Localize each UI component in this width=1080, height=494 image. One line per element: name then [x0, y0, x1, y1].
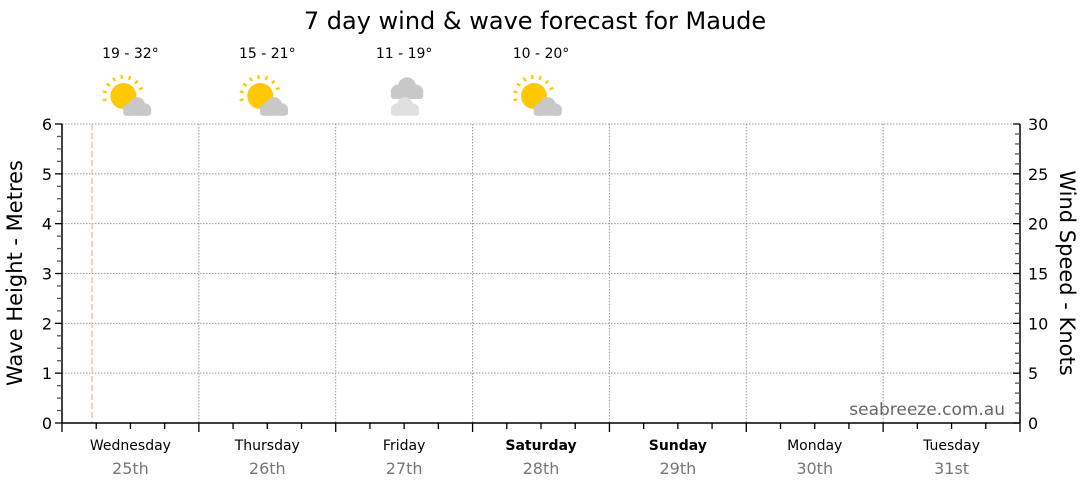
y-right-tick-label: 15 — [1028, 265, 1048, 284]
cloudy-icon — [391, 77, 423, 115]
sun-ray — [514, 91, 518, 92]
date-label: 30th — [796, 459, 833, 478]
temperature-range: 10 - 20° — [513, 46, 570, 62]
sun-ray — [240, 99, 244, 100]
sun-ray — [272, 81, 275, 84]
sun-ray — [103, 91, 107, 92]
y-right-tick-label: 0 — [1028, 414, 1038, 433]
y-left-tick-label: 5 — [42, 165, 52, 184]
cloud-part — [534, 109, 562, 116]
date-label: 25th — [112, 459, 149, 478]
watermark: seabreeze.com.au — [849, 400, 1005, 420]
sun-ray — [550, 88, 554, 90]
date-label: 28th — [523, 459, 560, 478]
day-label: Wednesday — [90, 438, 171, 454]
chart-title: 7 day wind & wave forecast for Maude — [304, 7, 766, 35]
day-label: Saturday — [505, 438, 576, 454]
partly-cloudy-icon — [513, 75, 561, 116]
y-left-tick-label: 1 — [42, 364, 52, 383]
partly-cloudy-icon — [103, 75, 151, 116]
date-label: 26th — [249, 459, 286, 478]
axes: 0 1 2 3 4 5 6 0 5 10 15 20 25 30 Wednesday 25th Thursday… — [42, 115, 1049, 478]
date-label: 27th — [386, 459, 423, 478]
sun-ray — [139, 88, 143, 90]
y-right-tick-label: 30 — [1028, 115, 1048, 134]
date-label: 29th — [659, 459, 696, 478]
temperature-range: 19 - 32° — [102, 46, 159, 62]
sun-ray — [103, 99, 107, 100]
y-axis-right-label: Wind Speed - Knots — [1055, 170, 1079, 375]
date-label: 31st — [934, 459, 969, 478]
y-left-tick-label: 4 — [42, 215, 52, 234]
temperature-range: 15 - 21° — [239, 46, 296, 62]
cloud-light — [391, 97, 419, 116]
y-right-tick-label: 5 — [1028, 364, 1038, 383]
y-right-tick-label: 25 — [1028, 165, 1048, 184]
sun-ray — [113, 78, 115, 81]
sun-ray — [107, 83, 110, 85]
day-label: Thursday — [234, 438, 300, 454]
grid — [62, 124, 1020, 423]
sun-ray — [129, 76, 130, 80]
y-axis-left-label: Wave Height - Metres — [3, 160, 27, 386]
sun-ray — [243, 83, 246, 85]
temperature-range: 11 - 19° — [376, 46, 433, 62]
day-label: Tuesday — [922, 438, 980, 454]
day-label: Monday — [787, 438, 842, 454]
sun-ray — [250, 78, 252, 81]
sun-ray — [524, 78, 526, 81]
cloud-part — [260, 109, 288, 116]
sun-ray — [517, 83, 520, 85]
sun-ray — [540, 76, 541, 80]
y-left-tick-label: 3 — [42, 265, 52, 284]
y-right-tick-label: 10 — [1028, 314, 1048, 333]
y-left-tick-label: 6 — [42, 115, 52, 134]
sun-ray — [135, 81, 138, 84]
sun-ray — [276, 88, 280, 90]
day-label: Sunday — [649, 438, 707, 454]
y-left-tick-label: 0 — [42, 414, 52, 433]
sun-ray — [240, 91, 244, 92]
sun-ray — [513, 99, 517, 100]
weather-row: 19 - 32° 15 - 21° 11 - 19° 10 - 20° — [102, 46, 569, 116]
y-left-tick-label: 2 — [42, 314, 52, 333]
sun-ray — [546, 81, 549, 84]
cloud-part — [123, 109, 151, 116]
cloud-dark — [391, 77, 423, 99]
sun-ray — [266, 76, 267, 80]
y-right-tick-label: 20 — [1028, 215, 1048, 234]
cloud-part — [391, 109, 419, 116]
partly-cloudy-icon — [240, 75, 288, 116]
day-label: Friday — [383, 438, 425, 454]
